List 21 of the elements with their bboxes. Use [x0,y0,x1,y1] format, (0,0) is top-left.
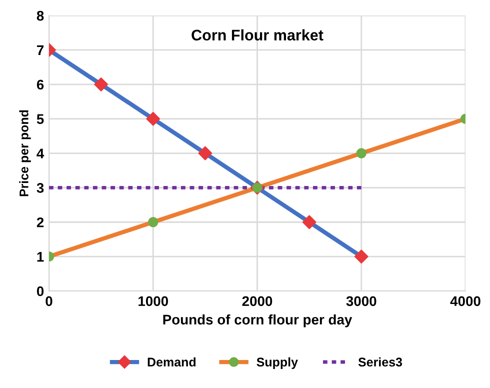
x-tick-label: 2000 [242,296,272,306]
y-axis-title: Price per pond [19,110,31,196]
y-tick-label: 5 [36,114,44,124]
y-tick-label: 6 [36,80,44,90]
y-tick-label: 2 [36,217,44,228]
y-tick-label: 1 [37,252,44,262]
x-tick-label: 0 [46,296,52,306]
y-tick-label: 0 [36,286,44,296]
legend-label: Supply [256,357,298,369]
y-tick-label: 4 [36,148,44,158]
y-tick-label: 8 [36,10,44,21]
legend-label: Series3 [358,357,402,367]
x-tick-label: 1000 [138,296,168,306]
x-axis-title: Pounds of corn flour per day [163,314,352,328]
y-tick-label: 7 [37,45,44,55]
x-tick-label: 4000 [450,296,480,306]
legend-label: Demand [148,357,196,367]
x-tick-label: 3000 [346,296,376,306]
text: Corn Flour market [192,29,324,41]
point [198,146,212,160]
y-tick-label: 3 [36,183,44,193]
